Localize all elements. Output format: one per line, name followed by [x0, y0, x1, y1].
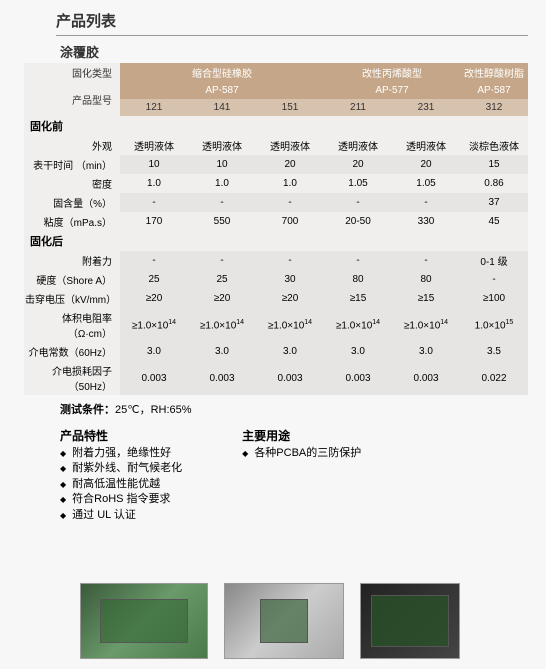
list-item: 各种PCBA的三防保护 [242, 446, 361, 461]
uses-title: 主要用途 [242, 427, 361, 444]
features-block: 产品特性 附着力强，绝缘性好耐紫外线、耐气候老化耐高低温性能优越符合RoHS 指… [60, 427, 182, 523]
product-image-3 [360, 583, 460, 659]
list-item: 耐紫外线、耐气候老化 [60, 461, 182, 476]
list-item: 通过 UL 认证 [60, 508, 182, 523]
page-title: 产品列表 [56, 10, 528, 36]
features-title: 产品特性 [60, 427, 182, 444]
uses-block: 主要用途 各种PCBA的三防保护 [242, 427, 361, 523]
page-subtitle: 涂覆胶 [60, 42, 528, 61]
list-item: 耐高低温性能优越 [60, 477, 182, 492]
test-conditions: 测试条件：25℃，RH:65% [60, 401, 528, 417]
product-images [80, 583, 528, 659]
condition-label: 测试条件： [60, 404, 115, 416]
list-item: 附着力强，绝缘性好 [60, 446, 182, 461]
product-image-2 [224, 583, 344, 659]
spec-table: 固化类型缩合型硅橡胶改性丙烯酸型改性醇酸树脂产品型号AP-587AP-577AP… [24, 63, 528, 395]
product-image-1 [80, 583, 208, 659]
list-item: 符合RoHS 指令要求 [60, 492, 182, 507]
condition-value: 25℃，RH:65% [115, 404, 192, 416]
